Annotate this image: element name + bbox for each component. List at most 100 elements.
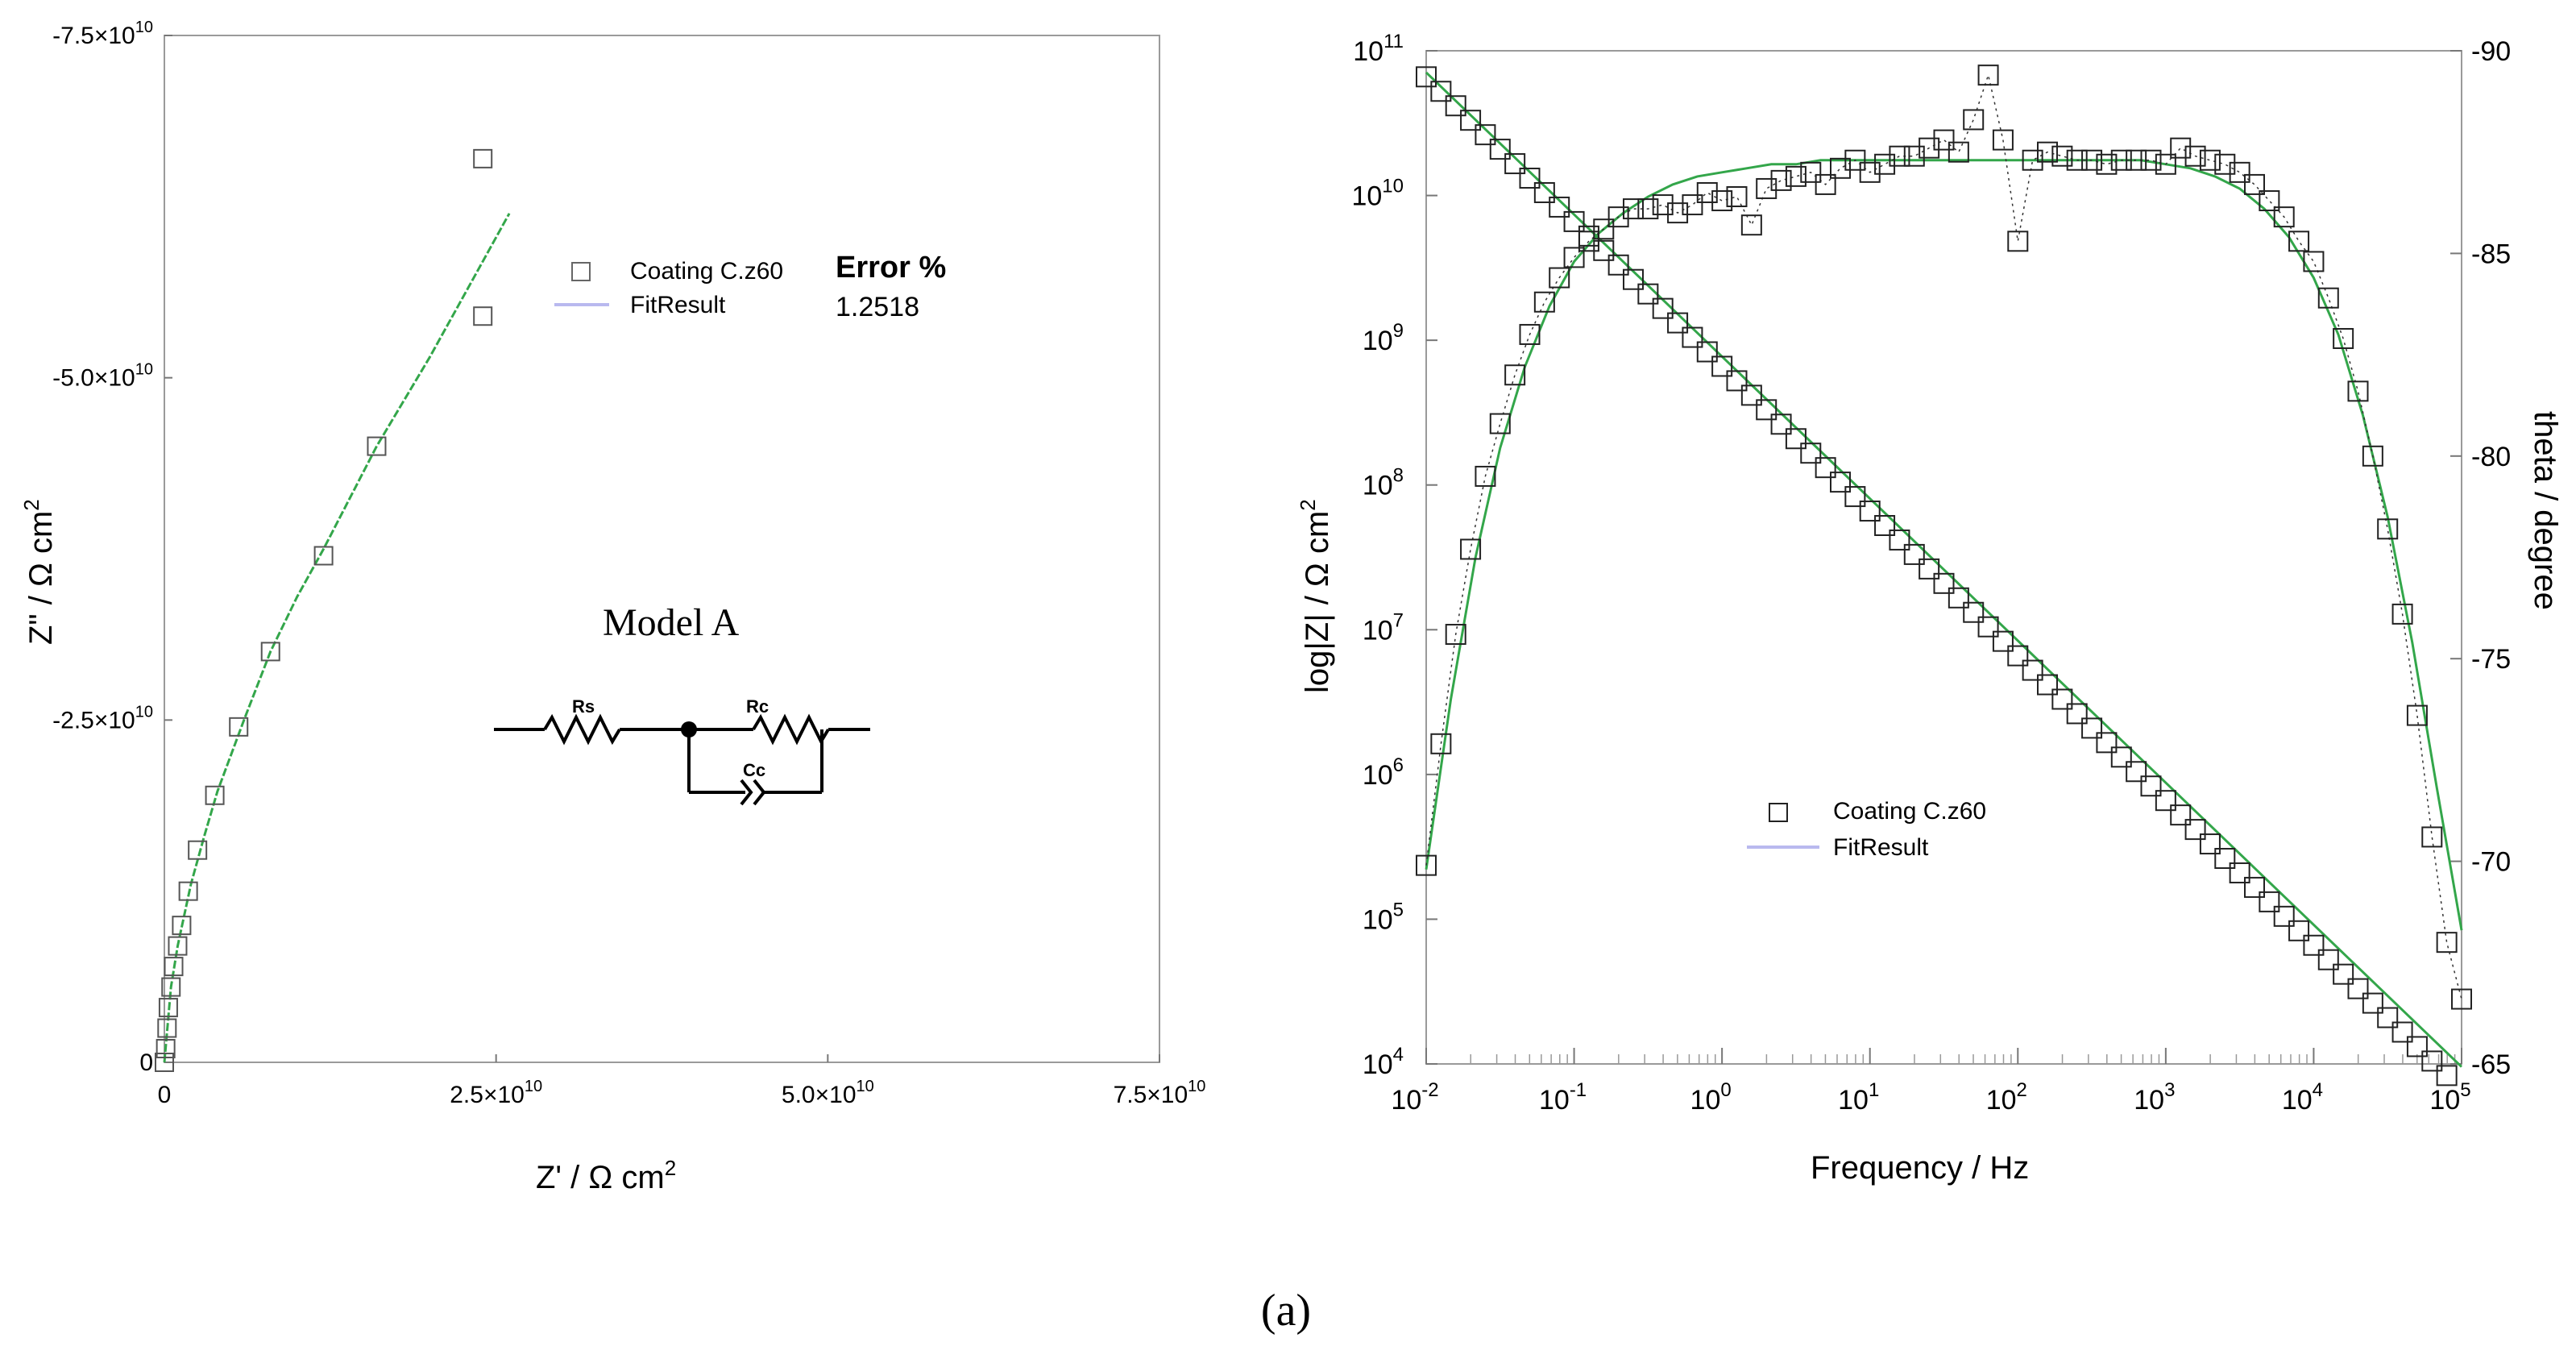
data-point-phase <box>1933 129 1955 151</box>
tick-base: 10 <box>1363 471 1393 501</box>
data-point-phase <box>2362 445 2383 467</box>
tick-mantissa: 5.0×10 <box>782 1082 857 1108</box>
circuit-node <box>681 721 697 738</box>
bode-x-axis-title: Frequency / Hz <box>1811 1150 2029 1186</box>
error-value: 1.2518 <box>836 292 919 322</box>
data-point-modulus <box>2066 703 2088 725</box>
data-point-phase <box>2184 145 2206 167</box>
data-point-phase <box>1445 624 1466 646</box>
fit-line <box>163 213 511 1063</box>
data-point-phase <box>2317 287 2339 309</box>
label-rc: Rc <box>746 696 769 717</box>
tick-base: 10 <box>1363 326 1393 356</box>
y2-tick-label: -90 <box>2471 36 2511 67</box>
tick-base: 10 <box>1363 615 1393 646</box>
data-point-phase <box>2140 149 2162 171</box>
y2-tick-label: -70 <box>2471 847 2511 878</box>
tick-exponent: 6 <box>1393 754 1404 776</box>
data-point-modulus <box>1696 341 1718 363</box>
error-label: Error % <box>836 251 946 285</box>
tick-base: 10 <box>2429 1085 2460 1116</box>
data-point <box>260 642 280 662</box>
tick-exponent: 10 <box>1188 1078 1205 1095</box>
data-point-phase <box>2288 231 2310 252</box>
data-point-modulus <box>1563 210 1585 232</box>
data-point-phase <box>1652 194 1674 216</box>
bode-ticks <box>1425 50 2462 1065</box>
bode-chart: 10-2 10-1 100 101 102 103 104 10510410510610710… <box>1296 31 2563 1186</box>
legend-marker-square <box>1769 803 1788 822</box>
data-point-phase <box>2273 206 2295 228</box>
tick-exponent: 8 <box>1393 465 1404 487</box>
data-point-modulus <box>1460 110 1482 131</box>
data-point-modulus <box>2244 876 2265 898</box>
data-point-modulus <box>1533 181 1555 203</box>
resistor-rs <box>543 713 621 746</box>
tick-mantissa: 0 <box>158 1082 172 1108</box>
legend-label-data: Coating C.z60 <box>1833 798 1986 825</box>
x-tick-label: 103 <box>2134 1079 2175 1116</box>
y-tick-label: 109 <box>1363 320 1404 356</box>
data-point-phase <box>2421 826 2443 848</box>
tick-base: 10 <box>1353 36 1383 67</box>
y-tick-label: 106 <box>1363 754 1404 791</box>
nyquist-legend: Coating C.z60 FitResult <box>554 258 783 318</box>
x-tick-label: 100 <box>1690 1079 1732 1116</box>
model-title: Model A <box>603 601 740 644</box>
data-point-phase <box>2022 149 2043 171</box>
tick-base: 10 <box>1539 1085 1570 1116</box>
data-point-phase <box>1563 247 1585 268</box>
data-point-phase <box>1430 733 1452 754</box>
data-point-modulus <box>1504 153 1526 175</box>
data-point-phase <box>2229 161 2250 183</box>
nyquist-data-series <box>155 148 493 1072</box>
data-point <box>157 1018 177 1038</box>
data-point-modulus <box>2406 1036 2428 1057</box>
data-point-modulus <box>1800 443 1822 464</box>
data-point-phase <box>2126 149 2147 171</box>
tick-exponent: 1 <box>1869 1079 1879 1101</box>
data-point-phase <box>1800 161 1822 183</box>
data-point-modulus <box>2229 862 2250 883</box>
data-point-phase <box>1607 206 1629 228</box>
tick-exponent: 9 <box>1393 320 1404 342</box>
data-point-modulus <box>1756 399 1777 421</box>
data-point-phase <box>1785 165 1807 187</box>
tick-base: 10 <box>1363 904 1393 935</box>
data-point-phase <box>2347 380 2369 402</box>
tick-mantissa: 7.5×10 <box>1114 1082 1188 1108</box>
data-point-modulus <box>2436 1065 2458 1087</box>
x-tick-label: 5.0×1010 <box>782 1078 874 1108</box>
y-tick-label: 108 <box>1363 465 1404 501</box>
tick-exponent: 10 <box>135 703 153 721</box>
figure-caption: (a) <box>1261 1286 1311 1336</box>
tick-base: 10 <box>1363 760 1393 791</box>
data-point-modulus <box>1830 472 1851 493</box>
data-point <box>229 717 249 737</box>
data-point-phase <box>1533 291 1555 313</box>
data-point-phase <box>2199 149 2221 171</box>
data-point-phase <box>1519 323 1541 345</box>
data-point <box>473 306 493 326</box>
legend-marker-square <box>571 262 591 281</box>
data-point-phase <box>1948 141 1969 163</box>
data-point-modulus <box>1919 558 1940 580</box>
data-point-modulus <box>2170 804 2192 826</box>
data-point-modulus <box>1623 268 1644 290</box>
data-point-phase <box>1977 64 1999 86</box>
data-point-modulus <box>2007 645 2029 667</box>
y-tick-label: 104 <box>1363 1044 1404 1080</box>
data-point-phase <box>1696 181 1718 203</box>
data-point <box>161 977 181 997</box>
resistor-rc <box>752 713 830 746</box>
tick-exponent: 10 <box>1382 176 1404 197</box>
data-point-phase <box>1504 364 1526 386</box>
data-point <box>164 957 184 977</box>
y2-tick-label: -65 <box>2471 1049 2511 1080</box>
data-point-modulus <box>2303 934 2325 956</box>
data-point-phase <box>1830 157 1851 179</box>
data-point-phase <box>2037 141 2058 163</box>
data-point <box>178 881 198 901</box>
cpe-cc-left <box>740 779 753 806</box>
